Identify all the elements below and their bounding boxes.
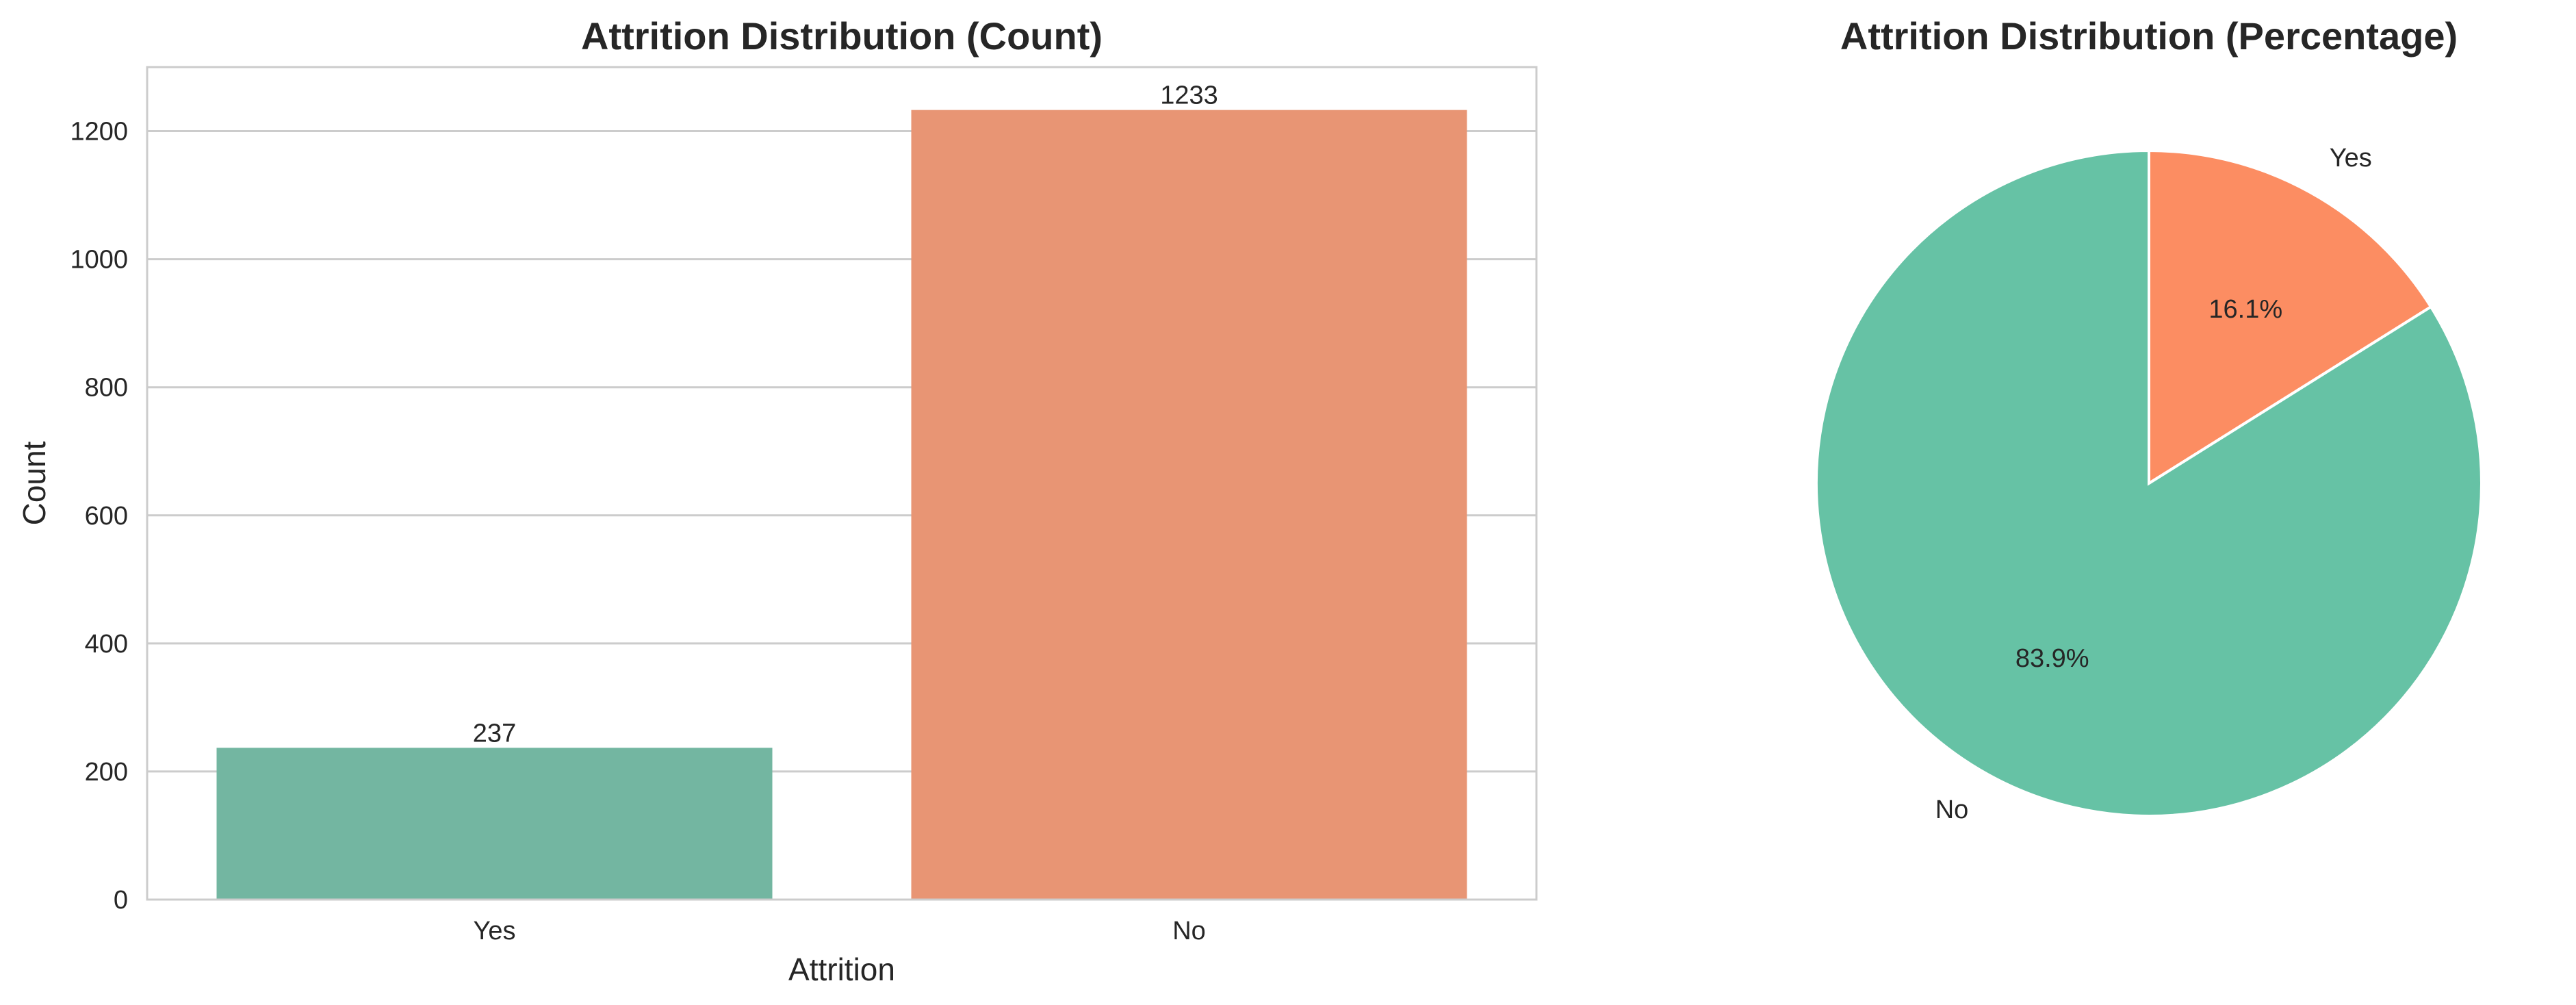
y-tick-label: 200	[85, 758, 128, 787]
bar-yes	[216, 748, 773, 900]
bar-value-label: 1233	[1160, 81, 1218, 110]
bar-plot-frame	[146, 66, 1538, 901]
pie-percent-label: 83.9%	[2015, 644, 2089, 673]
bar-chart-title: Attrition Distribution (Count)	[581, 14, 1103, 58]
pie-slices	[1815, 149, 2483, 817]
bar-chart: Attrition Distribution (Count) 0 200 400 60…	[16, 14, 1538, 987]
pie-slice-no	[1815, 149, 2483, 817]
y-tick-label: 400	[85, 630, 128, 659]
bar-value-label: 237	[473, 719, 516, 748]
y-tick-label: 0	[114, 886, 128, 915]
pie-chart-title: Attrition Distribution (Percentage)	[1840, 14, 2458, 58]
y-tick-label: 1000	[70, 246, 128, 275]
x-tick-label: Yes	[474, 917, 516, 945]
pie-chart: Attrition Distribution (Percentage) Yes 1…	[1815, 14, 2483, 824]
bar-x-tick-labels: Yes No	[474, 917, 1206, 945]
y-tick-label: 600	[85, 502, 128, 531]
bar-no	[911, 110, 1467, 900]
x-tick-label: No	[1172, 917, 1206, 945]
pie-slice-label: No	[1935, 796, 1969, 824]
bar-data-labels: 237 1233	[473, 81, 1218, 748]
y-tick-label: 1200	[70, 118, 128, 147]
bar-series	[216, 110, 1467, 900]
pie-percent-label: 16.1%	[2208, 295, 2282, 324]
bar-y-tick-labels: 0 200 400 600 800 1000 1200	[70, 118, 128, 915]
y-tick-label: 800	[85, 374, 128, 403]
y-axis-label: Count	[16, 441, 52, 525]
pie-labels: Yes 16.1% No 83.9%	[1935, 144, 2372, 824]
x-axis-label: Attrition	[788, 952, 895, 987]
pie-slice-yes	[2148, 149, 2433, 486]
pie-slice-label: Yes	[2330, 144, 2372, 173]
